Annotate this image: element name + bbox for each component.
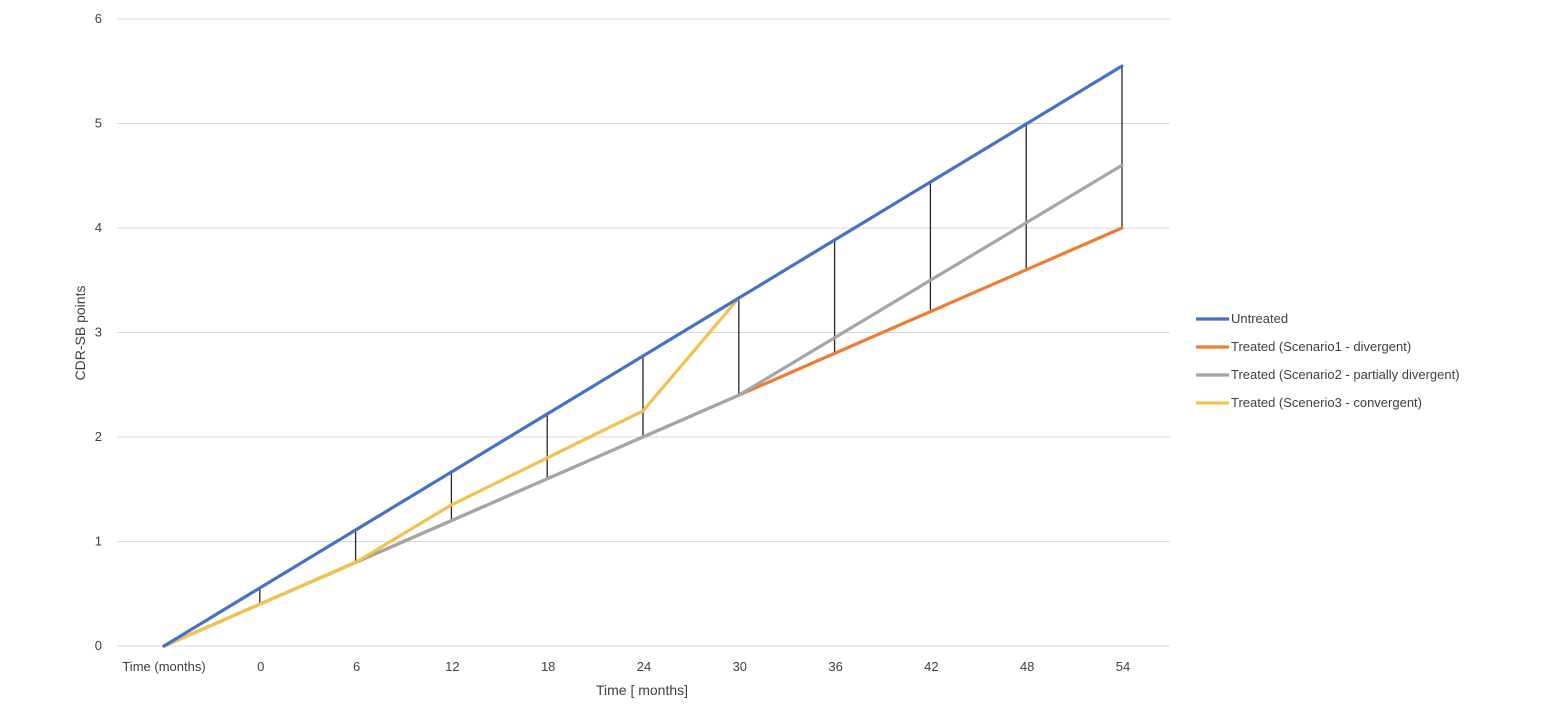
- x-tick-label: 18: [541, 659, 555, 674]
- y-tick-label: 5: [95, 116, 102, 131]
- legend-label: Treated (Scenario1 - divergent): [1231, 339, 1411, 354]
- y-tick-label: 4: [95, 220, 102, 235]
- y-tick-label: 0: [95, 638, 102, 653]
- y-axis-tick-labels: 0 1 2 3 4 5 6: [95, 11, 102, 653]
- x-tick-label: 30: [733, 659, 747, 674]
- gridlines: [117, 18, 1170, 647]
- x-tick-label: 36: [828, 659, 842, 674]
- series-line-4: [162, 296, 741, 648]
- legend: Untreated Treated (Scenario1 - divergent)…: [1196, 311, 1460, 410]
- y-tick-label: 6: [95, 11, 102, 26]
- x-tick-label: 48: [1020, 659, 1034, 674]
- x-tick-label: Time (months): [122, 659, 205, 674]
- legend-label: Treated (Scenario2 - partially divergent…: [1231, 367, 1460, 382]
- x-axis-title: Time [ months]: [596, 682, 688, 698]
- x-tick-label: 24: [637, 659, 651, 674]
- legend-label: Treated (Scenerio3 - convergent): [1231, 395, 1422, 410]
- x-tick-label: 42: [924, 659, 938, 674]
- y-tick-label: 2: [95, 429, 102, 444]
- y-tick-label: 1: [95, 534, 102, 549]
- difference-bars: [259, 66, 1123, 605]
- series-lines: [162, 64, 1124, 648]
- y-axis-title: CDR-SB points: [72, 286, 88, 381]
- legend-label: Untreated: [1231, 311, 1288, 326]
- y-tick-label: 3: [95, 325, 102, 340]
- x-axis-tick-labels: Time (months) 0 6 12 18 24 30 36 42 48 54: [122, 659, 1130, 674]
- series-line-1: [162, 64, 1124, 648]
- x-tick-label: 12: [445, 659, 459, 674]
- x-tick-label: 6: [353, 659, 360, 674]
- x-tick-label: 0: [257, 659, 264, 674]
- x-tick-label: 54: [1116, 659, 1130, 674]
